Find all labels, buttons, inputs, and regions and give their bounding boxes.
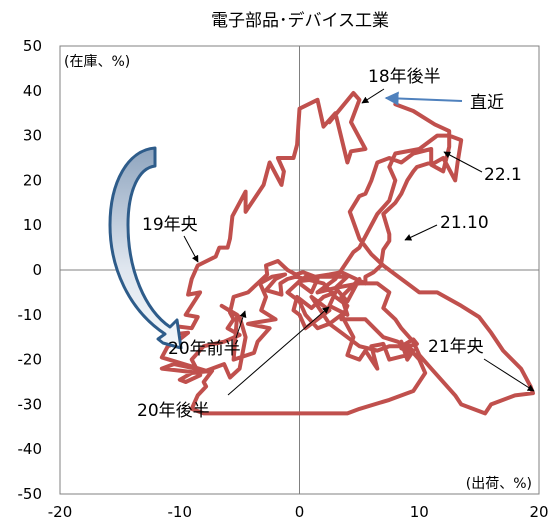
chart-title: 電子部品･デバイス工業 (211, 10, 389, 31)
y-tick-label: 30 (23, 127, 42, 145)
y-tick-label: -50 (18, 485, 43, 503)
annotation-label: 21.10 (440, 213, 489, 233)
y-tick-label: 0 (32, 261, 42, 279)
y-axis-label: (在庫、%) (64, 53, 130, 70)
annotation-leader (483, 358, 535, 392)
annotation-leader (183, 235, 199, 263)
annotation-label: 20年後半 (137, 401, 210, 421)
series-layer (159, 91, 535, 416)
annotation-label: 18年後半 (368, 67, 441, 87)
x-tick-label: -20 (48, 503, 73, 521)
x-tick-label: 0 (295, 503, 305, 521)
y-tick-label: -30 (18, 395, 43, 413)
annotation-label: 19年央 (142, 215, 198, 235)
x-tick-label: -10 (168, 503, 193, 521)
y-tick-label: 20 (23, 171, 42, 189)
x-tick-label: 20 (529, 503, 548, 521)
x-axis-label: (出荷、%) (466, 476, 532, 492)
annotation-label: 20年前半 (168, 339, 241, 359)
annotation-layer: 18年後半 19年央 20年前半 20年後半 21年央 21.10 22.1 直近 (137, 67, 535, 421)
annotation-label: 21年央 (428, 337, 484, 357)
series-line (159, 91, 535, 416)
direction-arrow (108, 146, 183, 350)
y-tick-label: -40 (18, 440, 43, 458)
annotation-leader (404, 224, 438, 241)
y-tick-label: -20 (18, 351, 43, 369)
y-tick-label: 50 (23, 37, 42, 55)
annotation-label: 22.1 (484, 165, 522, 185)
y-tick-label: -10 (18, 306, 43, 324)
annotation-label: 直近 (470, 93, 504, 113)
annotation-leader (227, 306, 330, 396)
annotation-leader (384, 91, 463, 106)
annotation-leader (235, 310, 247, 339)
annotation-leader (443, 151, 483, 173)
y-tick-label: 10 (23, 216, 42, 234)
annotation-leader (361, 88, 385, 104)
y-tick-label: 40 (23, 82, 42, 100)
tick-labels: 50 40 30 20 10 0 -10 -20 -30 -40 -50 -20 -10 0 10 20 (18, 37, 549, 521)
x-tick-label: 10 (410, 503, 429, 521)
